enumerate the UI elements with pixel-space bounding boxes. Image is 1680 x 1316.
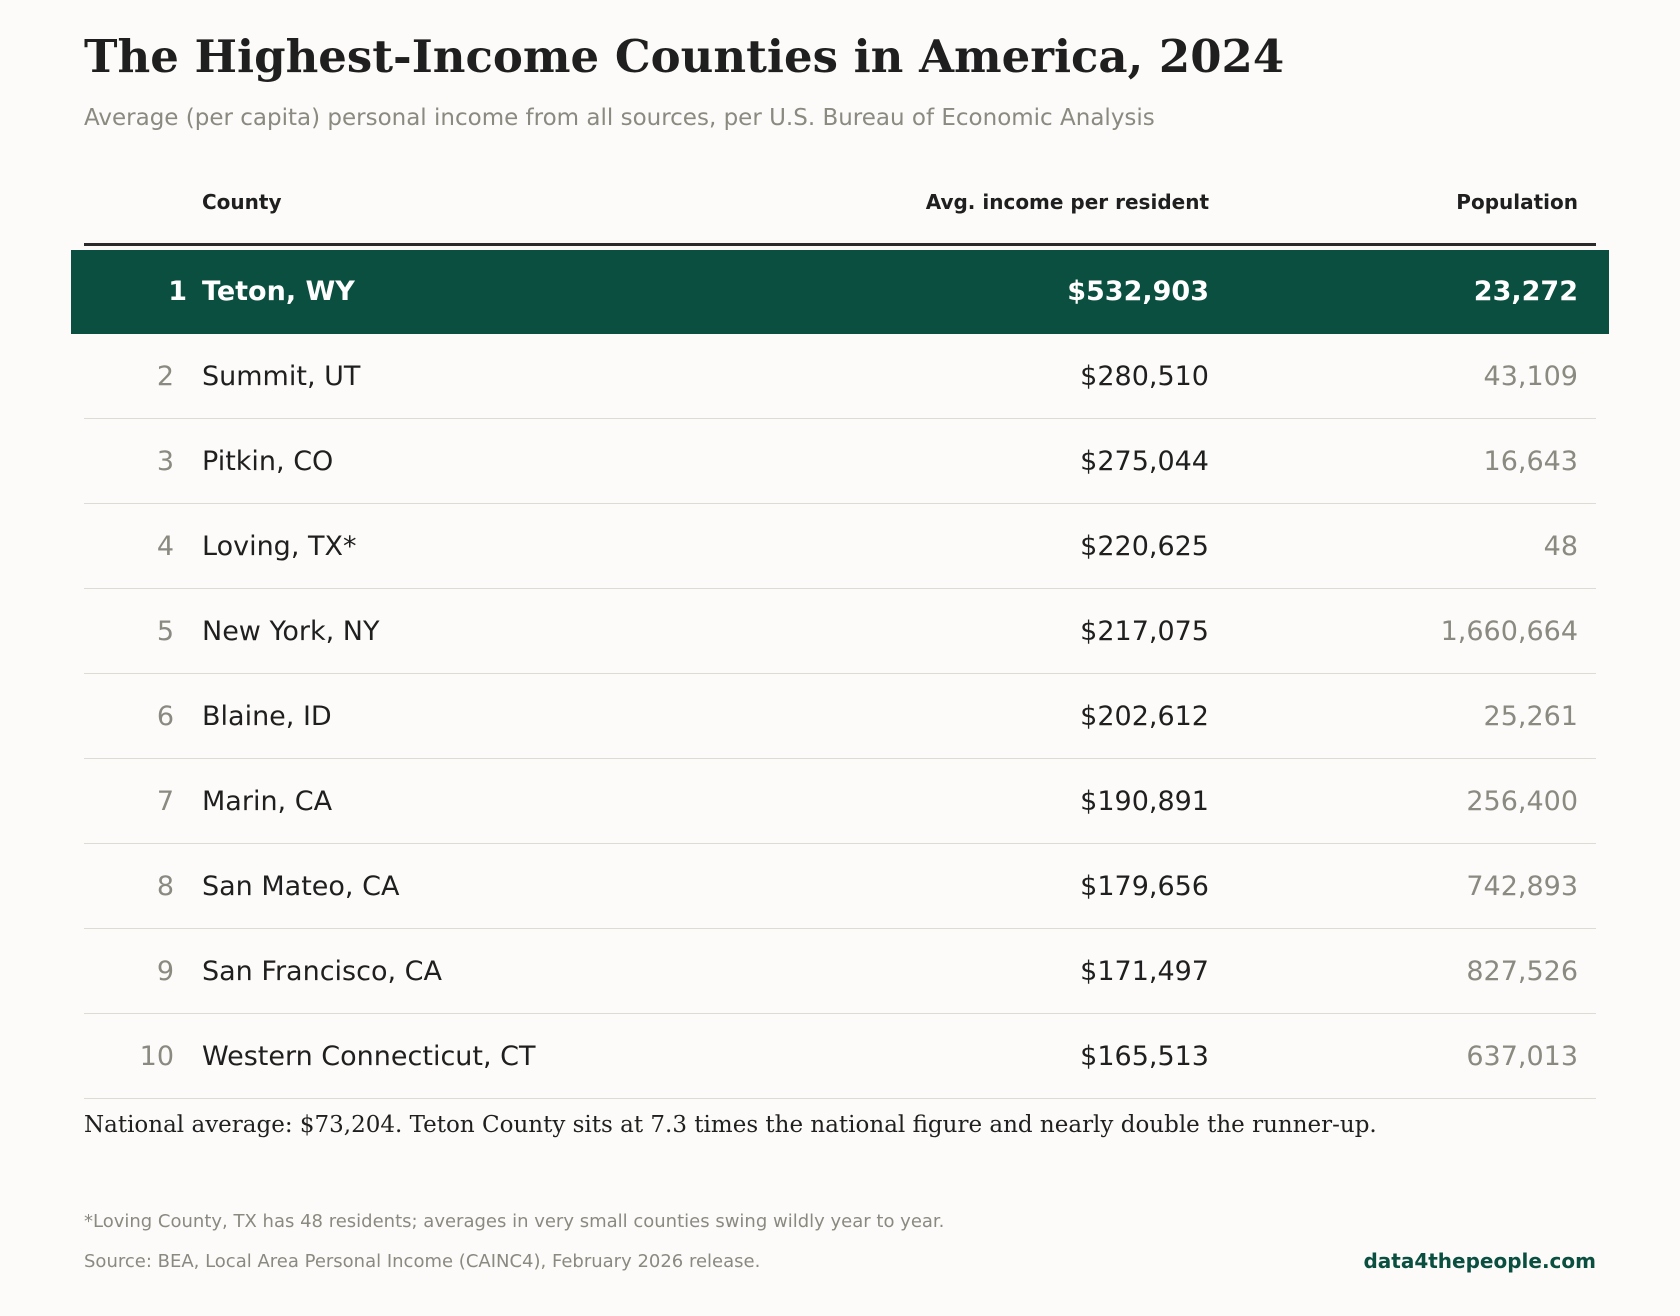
population-cell: 48 <box>1543 531 1578 562</box>
rank-cell: 4 <box>156 531 174 562</box>
income-cell: $275,044 <box>1080 446 1209 477</box>
rank-cell: 7 <box>156 786 174 817</box>
county-cell: Teton, WY <box>202 276 355 307</box>
population-cell: 637,013 <box>1466 1041 1578 1072</box>
county-cell: San Mateo, CA <box>202 871 400 902</box>
column-header-income: Avg. income per resident <box>925 190 1209 214</box>
source-line: Source: BEA, Local Area Personal Income … <box>84 1251 761 1272</box>
table-row: 2 Summit, UT $280,510 43,109 <box>84 335 1596 419</box>
rank-cell: 6 <box>156 701 174 732</box>
income-cell: $217,075 <box>1080 616 1209 647</box>
table-row: 7 Marin, CA $190,891 256,400 <box>84 760 1596 844</box>
rank-cell: 1 <box>168 276 187 307</box>
population-cell: 23,272 <box>1473 276 1578 307</box>
population-cell: 1,660,664 <box>1440 616 1578 647</box>
table-row: 3 Pitkin, CO $275,044 16,643 <box>84 420 1596 504</box>
table-header: County Avg. income per resident Populati… <box>84 190 1596 220</box>
income-cell: $171,497 <box>1080 956 1209 987</box>
footnote: *Loving County, TX has 48 residents; ave… <box>84 1211 945 1232</box>
rank-cell: 9 <box>156 956 174 987</box>
county-cell: New York, NY <box>202 616 380 647</box>
population-cell: 742,893 <box>1466 871 1578 902</box>
table-row: 10 Western Connecticut, CT $165,513 637,013 <box>84 1015 1596 1099</box>
population-cell: 16,643 <box>1483 446 1578 477</box>
population-cell: 25,261 <box>1483 701 1578 732</box>
brand-link[interactable]: data4thepeople.com <box>1363 1249 1596 1273</box>
table-row: 4 Loving, TX* $220,625 48 <box>84 505 1596 589</box>
header-divider <box>84 243 1596 246</box>
population-cell: 43,109 <box>1483 361 1578 392</box>
rank-cell: 8 <box>156 871 174 902</box>
table-row: 6 Blaine, ID $202,612 25,261 <box>84 675 1596 759</box>
income-cell: $532,903 <box>1067 276 1209 307</box>
population-cell: 827,526 <box>1466 956 1578 987</box>
population-cell: 256,400 <box>1466 786 1578 817</box>
income-cell: $165,513 <box>1080 1041 1209 1072</box>
table-row: 8 San Mateo, CA $179,656 742,893 <box>84 845 1596 929</box>
table-row: 1 Teton, WY $532,903 23,272 <box>71 250 1609 334</box>
table-row: 5 New York, NY $217,075 1,660,664 <box>84 590 1596 674</box>
county-cell: Western Connecticut, CT <box>202 1041 536 1072</box>
income-cell: $202,612 <box>1080 701 1209 732</box>
column-header-county: County <box>202 190 282 214</box>
county-cell: Summit, UT <box>202 361 361 392</box>
county-cell: Marin, CA <box>202 786 333 817</box>
column-header-population: Population <box>1456 190 1578 214</box>
county-cell: Blaine, ID <box>202 701 332 732</box>
county-cell: Loving, TX* <box>202 531 357 562</box>
income-cell: $220,625 <box>1080 531 1209 562</box>
county-cell: San Francisco, CA <box>202 956 442 987</box>
table-row: 9 San Francisco, CA $171,497 827,526 <box>84 930 1596 1014</box>
county-cell: Pitkin, CO <box>202 446 334 477</box>
national-average-note: National average: $73,204. Teton County … <box>84 1112 1377 1138</box>
rank-cell: 5 <box>156 616 174 647</box>
income-cell: $280,510 <box>1080 361 1209 392</box>
chart-title: The Highest-Income Counties in America, … <box>84 30 1285 83</box>
income-cell: $179,656 <box>1080 871 1209 902</box>
rank-cell: 3 <box>156 446 174 477</box>
rank-cell: 2 <box>156 361 174 392</box>
chart-subtitle: Average (per capita) personal income fro… <box>84 105 1155 131</box>
rank-cell: 10 <box>139 1041 174 1072</box>
income-cell: $190,891 <box>1080 786 1209 817</box>
